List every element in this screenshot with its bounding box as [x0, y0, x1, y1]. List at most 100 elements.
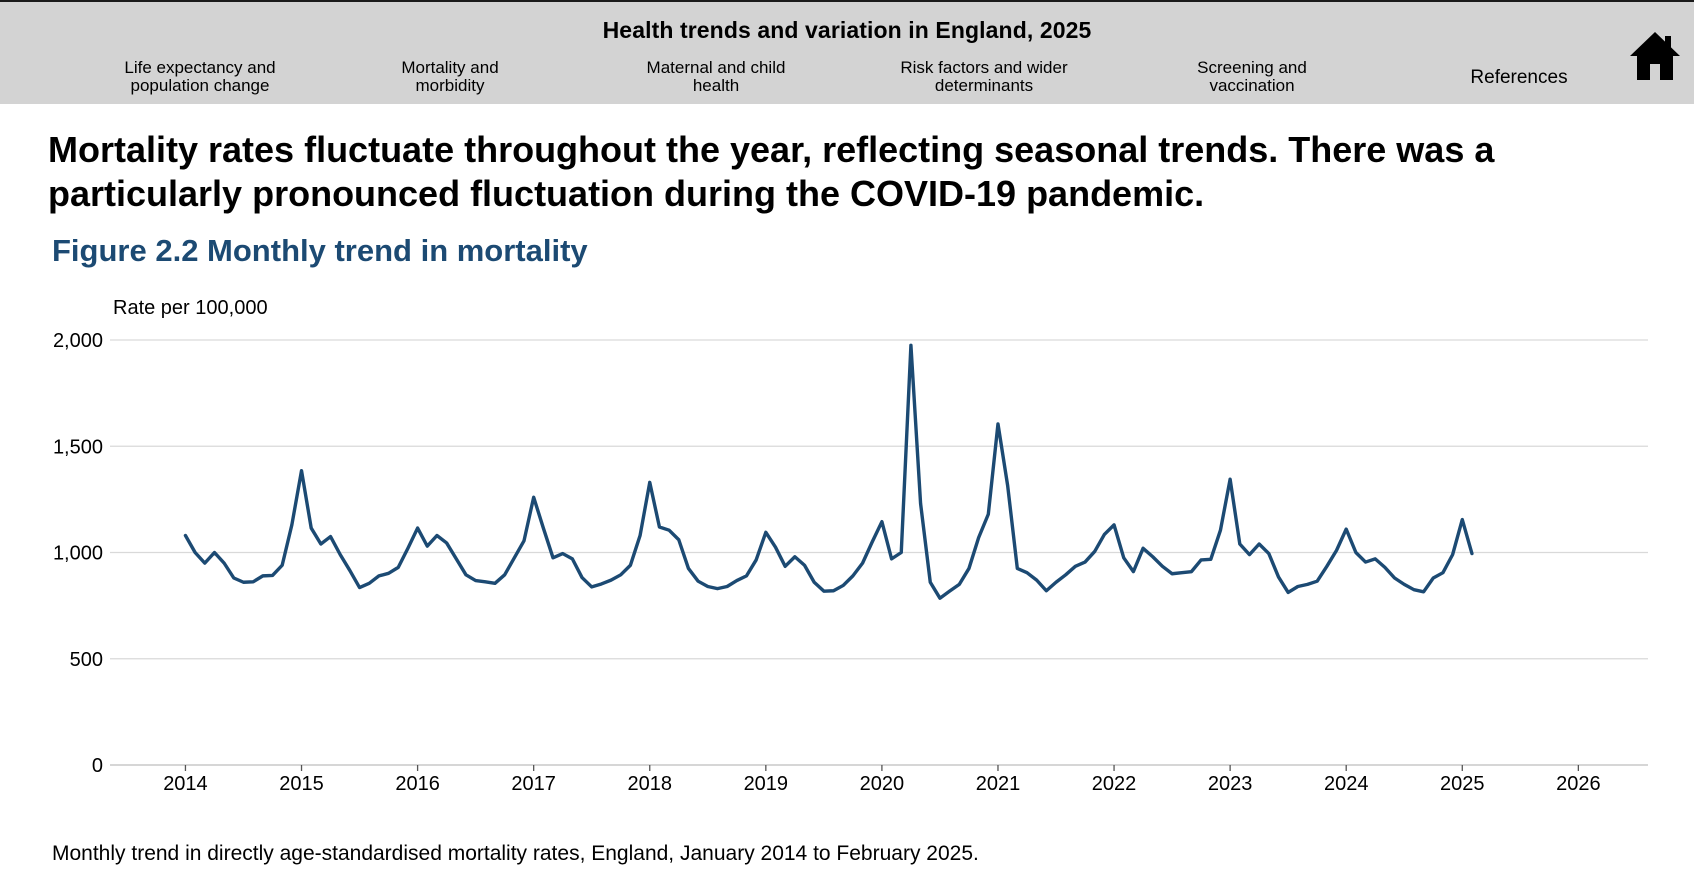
nav-screening-vaccination[interactable]: Screening and vaccination [1142, 59, 1362, 95]
data-point [764, 530, 768, 534]
data-point [406, 546, 410, 550]
data-point [1247, 553, 1251, 557]
data-point [435, 534, 439, 538]
data-point [870, 540, 874, 544]
y-tick-label: 500 [70, 649, 103, 671]
data-point [203, 561, 207, 565]
data-point [957, 582, 961, 586]
data-point [483, 580, 487, 584]
data-point [803, 563, 807, 567]
data-point [1160, 564, 1164, 568]
data-point [329, 535, 333, 539]
x-tick-label: 2014 [163, 773, 208, 795]
nav-label-line2: health [692, 76, 740, 95]
home-icon[interactable] [1630, 30, 1680, 82]
data-point [638, 534, 642, 538]
data-point [1228, 477, 1232, 481]
data-point [619, 573, 623, 577]
data-point [522, 539, 526, 543]
data-point [977, 536, 981, 540]
data-point [1006, 484, 1010, 488]
x-tick-label: 2017 [511, 773, 556, 795]
x-tick-label: 2018 [628, 773, 673, 795]
data-point [735, 579, 739, 583]
data-point [599, 582, 603, 586]
y-tick-label: 1,500 [53, 436, 103, 458]
nav-references[interactable]: References [1470, 67, 1568, 88]
data-point [783, 564, 787, 568]
data-point [706, 585, 710, 589]
nav-label-line2: vaccination [1209, 76, 1295, 95]
data-point [1170, 572, 1174, 576]
nav-label-line2: determinants [934, 76, 1034, 95]
data-point [1141, 546, 1145, 550]
figure-title: Figure 2.2 Monthly trend in mortality [52, 233, 588, 268]
data-point [1325, 564, 1329, 568]
data-point [1180, 571, 1184, 575]
data-point [1054, 580, 1058, 584]
data-point [1422, 590, 1426, 594]
data-point [570, 557, 574, 561]
data-point [1335, 548, 1339, 552]
x-tick-label: 2022 [1092, 773, 1137, 795]
nav-label-line1: Maternal and child [646, 58, 786, 77]
nav-risk-factors[interactable]: Risk factors and wider determinants [874, 59, 1094, 95]
data-point [1393, 576, 1397, 580]
data-point [290, 523, 294, 527]
app-title: Health trends and variation in England, … [602, 17, 1092, 43]
data-point [183, 534, 187, 538]
data-point [348, 569, 352, 573]
data-point [1451, 553, 1455, 557]
data-point [715, 587, 719, 591]
nav-life-expectancy[interactable]: Life expectancy and population change [90, 59, 310, 95]
data-point [899, 551, 903, 555]
data-point [1199, 558, 1203, 562]
data-point [1093, 549, 1097, 553]
data-point [948, 589, 952, 593]
nav-mortality-morbidity[interactable]: Mortality and morbidity [340, 59, 560, 95]
data-point [271, 573, 275, 577]
nav-label-line1: Screening and [1197, 58, 1307, 77]
data-point [454, 557, 458, 561]
y-tick-label: 1,000 [53, 543, 103, 565]
x-tick-label: 2015 [279, 773, 324, 795]
data-point [280, 563, 284, 567]
data-point [212, 551, 216, 555]
nav-label-line1: Life expectancy and [124, 58, 276, 77]
data-point [696, 579, 700, 583]
data-point [445, 541, 449, 545]
data-point [667, 528, 671, 532]
x-tick-label: 2019 [744, 773, 789, 795]
data-point [861, 561, 865, 565]
data-point [464, 573, 468, 577]
data-point [358, 586, 362, 590]
data-point [1412, 588, 1416, 592]
data-point [1315, 579, 1319, 583]
x-tick-label: 2016 [395, 773, 440, 795]
data-point [754, 558, 758, 562]
x-tick-label: 2023 [1208, 773, 1253, 795]
data-point [1112, 523, 1116, 527]
data-point [590, 585, 594, 589]
data-point [338, 553, 342, 557]
data-point [1044, 589, 1048, 593]
nav-maternal-child-health[interactable]: Maternal and child health [606, 59, 826, 95]
data-point [880, 520, 884, 524]
data-point [1431, 576, 1435, 580]
data-point [967, 566, 971, 570]
top-navigation-bar: Health trends and variation in England, … [0, 0, 1694, 104]
data-point [1383, 565, 1387, 569]
data-point [300, 469, 304, 473]
data-point [657, 525, 661, 529]
data-point [232, 576, 236, 580]
data-point [986, 512, 990, 516]
data-point [532, 495, 536, 499]
data-point [919, 502, 923, 506]
data-point [580, 576, 584, 580]
mortality-series-line [183, 343, 1474, 600]
data-point [1373, 557, 1377, 561]
data-point [1460, 518, 1464, 522]
data-point [309, 526, 313, 530]
nav-label-line1: Risk factors and wider [900, 58, 1068, 77]
data-point [628, 563, 632, 567]
